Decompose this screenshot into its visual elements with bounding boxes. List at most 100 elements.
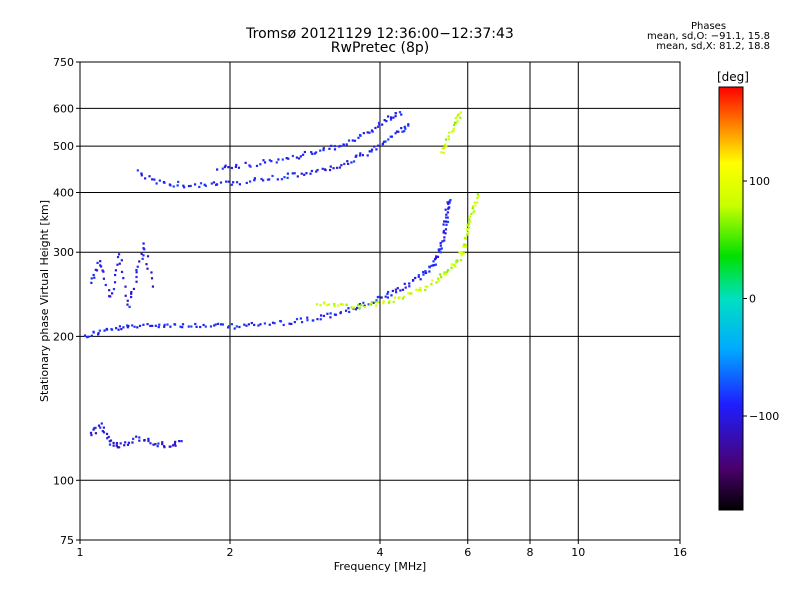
data-point [375,299,378,302]
data-point [295,318,299,321]
data-point [424,271,428,274]
data-point [166,323,169,326]
data-point [275,161,278,164]
data-point [397,130,400,133]
data-point [471,207,474,210]
data-point [444,220,448,223]
data-point [311,152,314,156]
data-point [350,306,353,309]
data-point [169,325,172,328]
data-point [213,324,216,327]
data-point [452,129,455,133]
data-point [431,279,434,282]
data-point [296,175,299,178]
data-point [414,276,417,280]
data-point [107,435,110,439]
data-point [306,319,309,322]
data-point [135,280,138,283]
data-point [446,201,449,204]
data-point [230,183,233,186]
data-point [183,186,186,189]
data-point [204,325,207,328]
data-point [138,436,141,439]
data-point [370,148,374,151]
data-point [433,263,436,267]
data-point [138,260,141,263]
data-point [355,154,358,157]
data-point [452,123,456,127]
data-point [444,216,448,219]
data-point [443,236,446,239]
data-point [408,282,411,285]
data-point [418,286,422,290]
data-point [300,321,304,324]
data-point [402,295,406,298]
data-point [143,248,146,251]
data-point [434,257,438,260]
data-point [101,269,104,272]
data-point [142,242,145,245]
data-point [133,325,136,328]
data-point [194,322,197,326]
data-point [319,314,323,317]
data-point [352,306,356,309]
x-axis-label: Frequency [MHz] [334,560,426,573]
data-point [339,311,343,314]
data-point [408,285,411,288]
data-point [450,263,453,266]
data-point [354,155,357,158]
data-point [305,172,308,175]
data-point [128,305,131,308]
data-point [347,307,350,310]
data-point [459,116,462,119]
data-point [462,250,465,254]
data-point [446,211,449,214]
data-point [173,442,176,446]
data-point [182,184,185,187]
data-point [428,266,431,269]
data-point [141,257,144,260]
data-point [127,324,130,328]
data-point [120,327,123,331]
data-point [326,303,329,307]
data-point [466,228,469,231]
data-point [464,245,468,248]
data-point [322,147,325,150]
data-point [389,118,393,121]
data-point [376,125,380,128]
data-point [439,244,442,247]
data-point [248,164,251,167]
x-tick-label: 6 [464,546,471,559]
data-point [190,325,193,328]
data-point [464,243,467,247]
data-point [199,182,203,185]
data-point [345,303,348,307]
data-point [108,443,112,446]
data-point [150,271,153,274]
data-point [450,130,454,133]
data-point [295,156,298,159]
data-point [158,179,161,182]
data-point [439,251,442,254]
data-point [253,323,256,327]
data-point [415,288,418,291]
data-point [132,287,136,291]
data-point [404,286,407,289]
data-point [337,304,340,307]
data-point [110,328,113,331]
data-point [210,182,213,185]
data-point [83,334,87,337]
data-point [94,432,98,435]
data-point [447,202,450,205]
data-point [116,263,119,266]
data-point [446,269,450,272]
data-point [358,306,361,309]
data-point [189,184,192,188]
colorbar: 100 0 −100 [718,86,779,511]
y-tick-label: 300 [53,246,74,259]
data-point [148,175,151,178]
data-point [90,334,93,337]
data-point [424,270,427,273]
data-point [147,439,150,443]
